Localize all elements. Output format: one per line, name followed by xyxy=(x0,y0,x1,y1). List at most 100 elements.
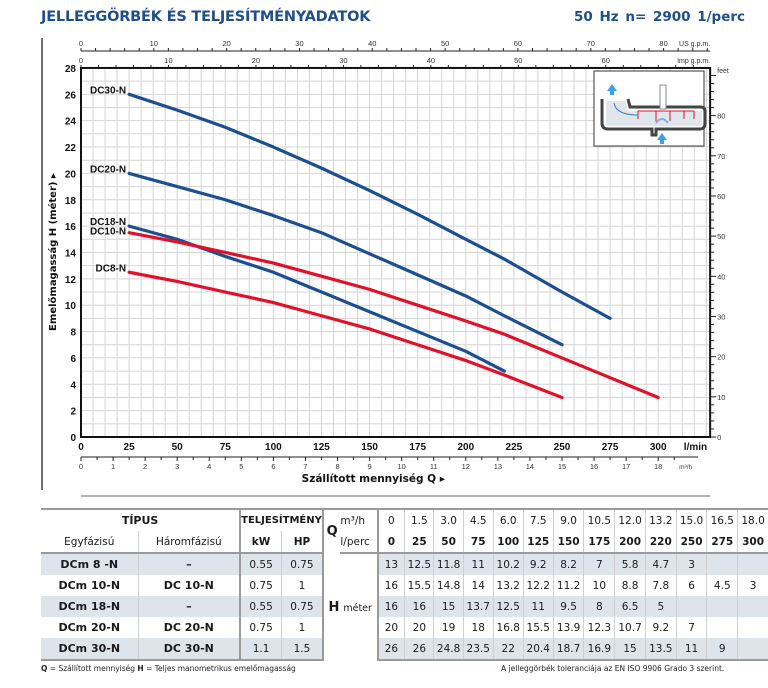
m3h-3: 4.5 xyxy=(462,508,494,531)
head-value: 3 xyxy=(675,553,707,575)
head-value: 13.7 xyxy=(462,596,494,617)
head-value: 16 xyxy=(376,575,405,596)
head-value: 19 xyxy=(433,617,464,638)
head-value: 20.4 xyxy=(522,638,554,661)
m3h-11: 16.5 xyxy=(706,508,738,531)
y-tick-label: 28 xyxy=(65,64,77,75)
imp-gpm-tick-label: 60 xyxy=(602,56,610,65)
head-value: 10 xyxy=(583,575,615,596)
y-tick-label: 8 xyxy=(70,328,76,339)
m3h-4: 6.0 xyxy=(492,508,524,531)
head-value: 13.9 xyxy=(552,617,584,638)
head-value: 8 xyxy=(583,596,615,617)
y-tick-label: 20 xyxy=(65,169,77,180)
head-value: 12.5 xyxy=(492,596,524,617)
power-hp: 0.75 xyxy=(280,553,323,575)
head-value: 11.2 xyxy=(552,575,584,596)
q-label: Q xyxy=(321,508,341,553)
m3h-tick-label: 4 xyxy=(207,462,211,471)
curve-dc20-n xyxy=(127,171,564,347)
power-hp: 0.75 xyxy=(280,596,323,617)
m3h-2: 3.0 xyxy=(433,508,464,531)
m3h-tick-label: 0 xyxy=(79,462,83,471)
x-tick-label: 175 xyxy=(409,442,426,453)
curve-dc18-n xyxy=(127,224,506,373)
m3h-tick-label: 13 xyxy=(494,462,502,471)
y-tick-label: 4 xyxy=(70,380,76,391)
lperc-8: 200 xyxy=(614,531,646,554)
m3h-tick-label: 3 xyxy=(175,462,179,471)
x-tick-label: 200 xyxy=(457,442,474,453)
table-row: DCm 30-N DC 30-N 1.1 1.5 26 26 24.8 23.5 22 20.4 1… xyxy=(41,638,768,661)
head-value: 16 xyxy=(404,596,434,617)
egyfazisu-header: Egyfázisú xyxy=(41,531,139,554)
head-value xyxy=(737,596,768,617)
power-hp: 1.5 xyxy=(280,638,323,661)
feet-tick-label: 70 xyxy=(717,152,725,161)
head-value: 26 xyxy=(376,638,405,661)
m3h-6: 9.0 xyxy=(552,508,584,531)
head-value: 11.8 xyxy=(433,553,464,575)
imp-gpm-tick-label: 30 xyxy=(339,56,347,65)
pump-diagram-icon xyxy=(593,70,707,147)
us-gpm-tick-label: 30 xyxy=(295,39,303,48)
three-phase-model: DC 20-N xyxy=(137,617,241,638)
head-value: 23.5 xyxy=(462,638,494,661)
tipus-header: TÍPUS xyxy=(41,508,241,531)
head-value: 15.5 xyxy=(404,575,434,596)
head-value: 9.5 xyxy=(552,596,584,617)
imp-gpm-unit-label: Imp g.p.m. xyxy=(677,58,710,65)
lperc-2: 50 xyxy=(433,531,464,554)
m3h-tick-label: 17 xyxy=(622,462,630,471)
m3h-tick-label: 14 xyxy=(526,462,534,471)
head-value: 15 xyxy=(433,596,464,617)
three-phase-model: – xyxy=(137,596,241,617)
h-unit: méter xyxy=(343,602,372,614)
m3h-tick-label: 12 xyxy=(462,462,470,471)
curve-dc10-n xyxy=(127,231,660,400)
unit-lperc: l/perc xyxy=(340,531,378,554)
lperc-4: 100 xyxy=(492,531,524,554)
y-tick-label: 12 xyxy=(65,275,77,286)
y-axis-title: Emelőmagasság H (méter) ▸ xyxy=(47,173,59,331)
m3h-tick-label: 1 xyxy=(111,462,115,471)
y-tick-label: 26 xyxy=(65,90,77,101)
head-value: 5 xyxy=(644,596,677,617)
head-value xyxy=(706,596,738,617)
head-value: 16.9 xyxy=(583,638,615,661)
feet-tick-label: 60 xyxy=(717,192,725,201)
m3h-tick-label: 9 xyxy=(368,462,372,471)
power-kw: 0.75 xyxy=(239,575,282,596)
feet-unit-label: feet xyxy=(717,68,729,75)
h-label: H xyxy=(328,599,340,615)
page-title: JELLEGGÖRBÉK ÉS TELJESÍTMÉNYADATOK xyxy=(41,9,371,25)
head-value: 12.2 xyxy=(522,575,554,596)
imp-gpm-tick-label: 20 xyxy=(252,56,260,65)
x-tick-label: 75 xyxy=(220,442,232,453)
m3h-tick-label: 16 xyxy=(590,462,598,471)
us-gpm-tick-label: 20 xyxy=(222,39,230,48)
head-value: 26 xyxy=(404,638,434,661)
kw-header: kW xyxy=(239,531,282,554)
x-tick-label: 250 xyxy=(554,442,571,453)
m3h-tick-label: 8 xyxy=(335,462,339,471)
head-value xyxy=(737,617,768,638)
m3h-unit-label: m³/h xyxy=(679,464,692,471)
head-value: 9 xyxy=(706,638,738,661)
m3h-1: 1.5 xyxy=(404,508,434,531)
head-value: 16.8 xyxy=(492,617,524,638)
x-tick-label: 125 xyxy=(313,442,330,453)
power-kw: 0.55 xyxy=(239,596,282,617)
head-value: 14 xyxy=(462,575,494,596)
head-value: 15 xyxy=(614,638,646,661)
head-value: 7.8 xyxy=(644,575,677,596)
curve-label-dc20-n: DC20-N xyxy=(90,164,126,175)
m3h-tick-label: 18 xyxy=(654,462,662,471)
feet-tick-label: 20 xyxy=(717,353,725,362)
y-tick-label: 16 xyxy=(65,222,77,233)
us-gpm-tick-label: 0 xyxy=(79,39,83,48)
y-tick-label: 2 xyxy=(70,407,76,418)
head-value: 13.5 xyxy=(644,638,677,661)
